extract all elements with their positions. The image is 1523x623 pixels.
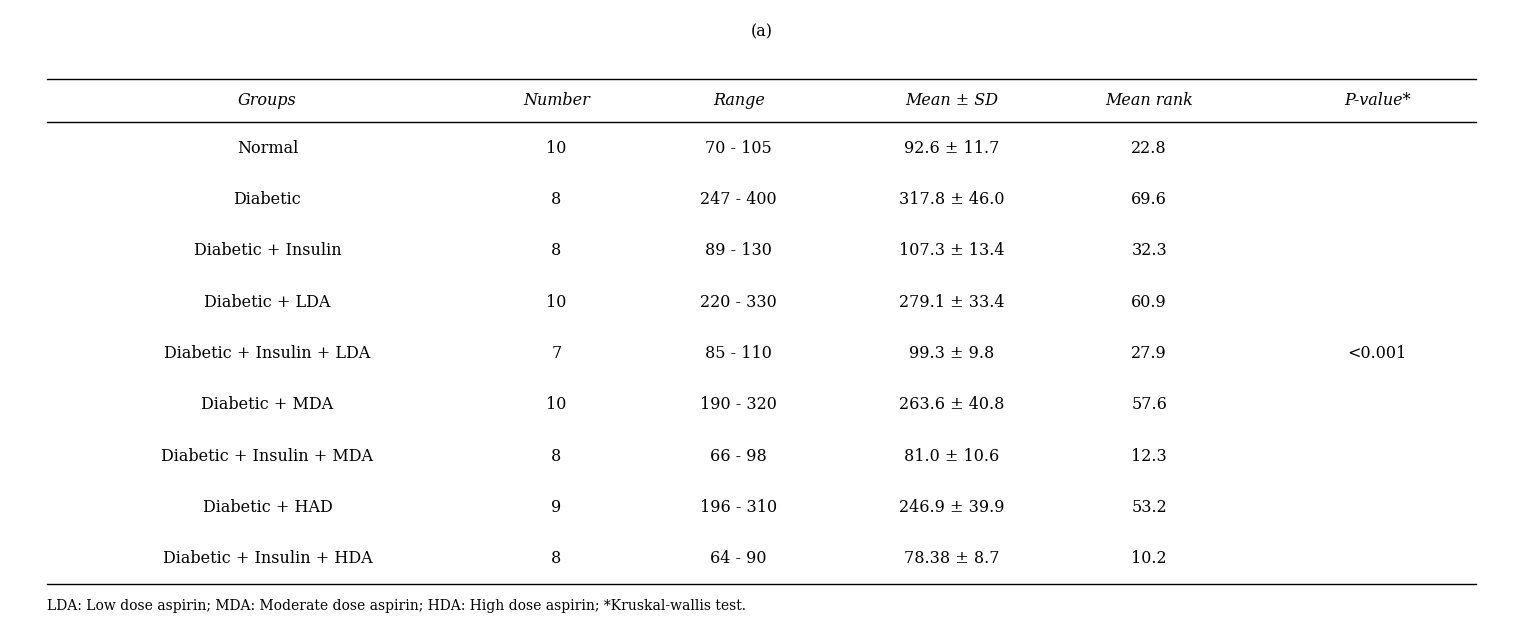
Text: Diabetic + Insulin: Diabetic + Insulin	[193, 242, 341, 259]
Text: 317.8 ± 46.0: 317.8 ± 46.0	[899, 191, 1004, 208]
Text: 32.3: 32.3	[1132, 242, 1167, 259]
Text: 10: 10	[547, 293, 567, 310]
Text: 70 - 105: 70 - 105	[705, 140, 772, 156]
Text: 246.9 ± 39.9: 246.9 ± 39.9	[899, 499, 1004, 516]
Text: P-value*: P-value*	[1343, 92, 1410, 109]
Text: 107.3 ± 13.4: 107.3 ± 13.4	[899, 242, 1004, 259]
Text: Diabetic + Insulin + LDA: Diabetic + Insulin + LDA	[164, 345, 370, 362]
Text: 92.6 ± 11.7: 92.6 ± 11.7	[903, 140, 999, 156]
Text: 64 - 90: 64 - 90	[710, 550, 768, 567]
Text: 190 - 320: 190 - 320	[701, 396, 777, 413]
Text: Groups: Groups	[238, 92, 297, 109]
Text: 8: 8	[551, 447, 562, 465]
Text: Diabetic + HAD: Diabetic + HAD	[203, 499, 332, 516]
Text: 263.6 ± 40.8: 263.6 ± 40.8	[899, 396, 1004, 413]
Text: Diabetic + MDA: Diabetic + MDA	[201, 396, 334, 413]
Text: 69.6: 69.6	[1132, 191, 1167, 208]
Text: Number: Number	[522, 92, 589, 109]
Text: 12.3: 12.3	[1132, 447, 1167, 465]
Text: 279.1 ± 33.4: 279.1 ± 33.4	[899, 293, 1004, 310]
Text: 220 - 330: 220 - 330	[701, 293, 777, 310]
Text: 8: 8	[551, 550, 562, 567]
Text: 196 - 310: 196 - 310	[701, 499, 777, 516]
Text: (a): (a)	[751, 23, 772, 40]
Text: 10: 10	[547, 396, 567, 413]
Text: 8: 8	[551, 191, 562, 208]
Text: Mean ± SD: Mean ± SD	[905, 92, 998, 109]
Text: Diabetic + Insulin + MDA: Diabetic + Insulin + MDA	[161, 447, 373, 465]
Text: Normal: Normal	[236, 140, 299, 156]
Text: Diabetic: Diabetic	[233, 191, 302, 208]
Text: 57.6: 57.6	[1132, 396, 1167, 413]
Text: 7: 7	[551, 345, 562, 362]
Text: Diabetic + Insulin + HDA: Diabetic + Insulin + HDA	[163, 550, 372, 567]
Text: 27.9: 27.9	[1132, 345, 1167, 362]
Text: 78.38 ± 8.7: 78.38 ± 8.7	[903, 550, 999, 567]
Text: 247 - 400: 247 - 400	[701, 191, 777, 208]
Text: 60.9: 60.9	[1132, 293, 1167, 310]
Text: 53.2: 53.2	[1132, 499, 1167, 516]
Text: Range: Range	[713, 92, 765, 109]
Text: LDA: Low dose aspirin; MDA: Moderate dose aspirin; HDA: High dose aspirin; *Krus: LDA: Low dose aspirin; MDA: Moderate dos…	[47, 599, 746, 613]
Text: 81.0 ± 10.6: 81.0 ± 10.6	[905, 447, 999, 465]
Text: 85 - 110: 85 - 110	[705, 345, 772, 362]
Text: 9: 9	[551, 499, 562, 516]
Text: Diabetic + LDA: Diabetic + LDA	[204, 293, 330, 310]
Text: 66 - 98: 66 - 98	[710, 447, 768, 465]
Text: 89 - 130: 89 - 130	[705, 242, 772, 259]
Text: 8: 8	[551, 242, 562, 259]
Text: 10: 10	[547, 140, 567, 156]
Text: 22.8: 22.8	[1132, 140, 1167, 156]
Text: <0.001: <0.001	[1348, 345, 1407, 362]
Text: 99.3 ± 9.8: 99.3 ± 9.8	[909, 345, 995, 362]
Text: 10.2: 10.2	[1132, 550, 1167, 567]
Text: Mean rank: Mean rank	[1106, 92, 1193, 109]
